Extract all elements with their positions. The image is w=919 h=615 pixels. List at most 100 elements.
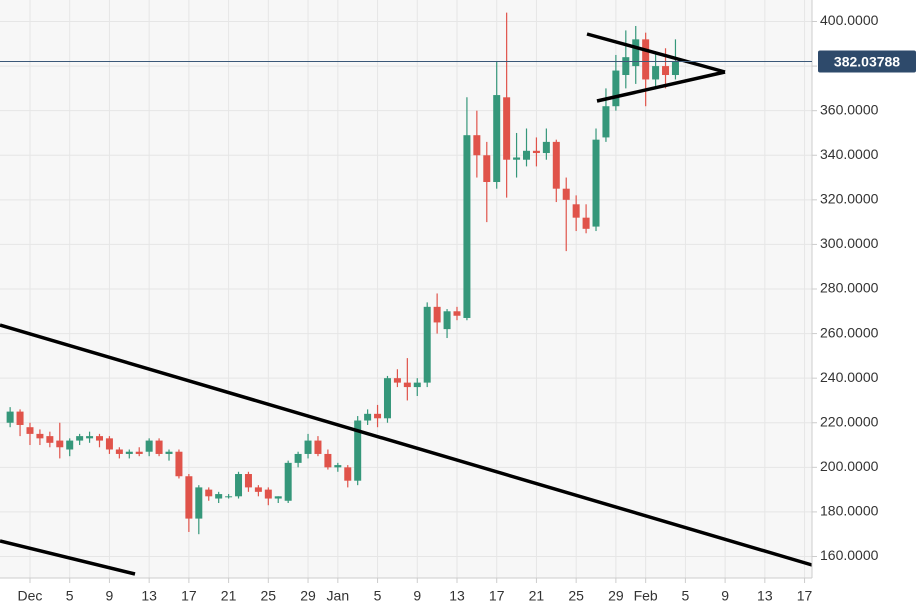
candle-body bbox=[284, 462, 292, 501]
x-tick-label: 29 bbox=[608, 588, 624, 604]
candle-body bbox=[334, 465, 342, 468]
candle-body bbox=[125, 451, 133, 454]
y-tick-label: 260.0000 bbox=[820, 324, 879, 340]
candle-body bbox=[393, 378, 401, 383]
x-tick-label: 9 bbox=[721, 588, 729, 604]
candle-body bbox=[294, 453, 302, 463]
candle-body bbox=[185, 476, 193, 519]
candle-body bbox=[453, 311, 461, 316]
candle-body bbox=[612, 70, 620, 107]
candle-body bbox=[532, 150, 540, 154]
candle-body bbox=[463, 135, 471, 318]
x-tick-label: Feb bbox=[634, 588, 658, 604]
candle-body bbox=[175, 451, 183, 477]
candle-body bbox=[562, 188, 570, 200]
x-tick-label: 9 bbox=[413, 588, 421, 604]
candle-body bbox=[433, 306, 441, 323]
candle-body bbox=[264, 489, 272, 499]
candle-body bbox=[145, 440, 153, 452]
triangle-line bbox=[596, 70, 726, 103]
candle-body bbox=[374, 413, 382, 419]
x-tick-label: 5 bbox=[66, 588, 74, 604]
y-tick-label: 400.0000 bbox=[820, 12, 879, 28]
candle-body bbox=[552, 141, 560, 189]
x-tick-label: 13 bbox=[757, 588, 773, 604]
candle-body bbox=[572, 204, 580, 218]
x-tick-label: Dec bbox=[18, 588, 43, 604]
y-tick-label: 320.0000 bbox=[820, 191, 879, 207]
candle-body bbox=[483, 155, 491, 183]
candle-body bbox=[16, 411, 24, 425]
triangle-line bbox=[586, 32, 726, 74]
candle-body bbox=[165, 451, 173, 454]
x-tick-label: 9 bbox=[106, 588, 114, 604]
grid bbox=[0, 0, 812, 578]
candle-body bbox=[225, 496, 233, 498]
x-tick-label: 21 bbox=[529, 588, 545, 604]
y-tick-label: 240.0000 bbox=[820, 369, 879, 385]
x-tick-label: 29 bbox=[300, 588, 316, 604]
candle-body bbox=[542, 141, 550, 154]
candle-body bbox=[354, 420, 362, 481]
candle-body bbox=[652, 66, 660, 80]
candle-body bbox=[443, 311, 451, 330]
candle-body bbox=[304, 440, 312, 454]
x-tick-label: 21 bbox=[221, 588, 237, 604]
trend-line bbox=[0, 323, 813, 567]
x-tick-label: 5 bbox=[681, 588, 689, 604]
candle-body bbox=[76, 436, 84, 441]
candle-body bbox=[403, 382, 411, 388]
drawings bbox=[0, 32, 813, 576]
candle-body bbox=[493, 95, 501, 183]
candles bbox=[6, 12, 679, 535]
candle-body bbox=[413, 382, 421, 388]
candle-body bbox=[6, 411, 14, 423]
candle-body bbox=[383, 378, 391, 419]
candle-body bbox=[642, 39, 650, 80]
x-tick-label: 17 bbox=[489, 588, 505, 604]
candle-body bbox=[155, 440, 163, 454]
candle-body bbox=[86, 436, 94, 439]
x-tick-label: 25 bbox=[568, 588, 584, 604]
last-price-label: 382.03788 bbox=[834, 53, 900, 69]
candle-body bbox=[582, 217, 590, 229]
candle-body bbox=[274, 496, 282, 499]
last-price-box bbox=[818, 50, 916, 73]
y-tick-label: 280.0000 bbox=[820, 280, 879, 296]
candle-body bbox=[46, 436, 54, 443]
candle-body bbox=[105, 438, 113, 450]
candle-body bbox=[115, 449, 123, 454]
y-tick-label: 180.0000 bbox=[820, 503, 879, 519]
candle-body bbox=[205, 489, 213, 497]
candle-body bbox=[622, 57, 630, 76]
candle-body bbox=[324, 453, 332, 468]
candle-body bbox=[244, 474, 252, 488]
candle-body bbox=[56, 440, 64, 448]
x-tick-label: 25 bbox=[261, 588, 277, 604]
candle-body bbox=[135, 451, 143, 454]
candle-body bbox=[513, 157, 521, 160]
x-tick-label: 13 bbox=[141, 588, 157, 604]
y-tick-label: 300.0000 bbox=[820, 235, 879, 251]
y-tick-label: 200.0000 bbox=[820, 458, 879, 474]
candle-body bbox=[364, 413, 372, 421]
candle-body bbox=[215, 494, 223, 499]
x-tick-label: 13 bbox=[449, 588, 465, 604]
candle-body bbox=[314, 440, 322, 454]
x-tick-label: Jan bbox=[327, 588, 350, 604]
candle-body bbox=[592, 139, 600, 227]
candle-body bbox=[423, 306, 431, 383]
candle-body bbox=[503, 97, 511, 160]
candle-body bbox=[662, 66, 670, 76]
candle-body bbox=[66, 440, 74, 450]
candle-body bbox=[344, 467, 352, 481]
candle-body bbox=[602, 106, 610, 138]
y-tick-label: 160.0000 bbox=[820, 547, 879, 563]
y-tick-label: 340.0000 bbox=[820, 146, 879, 162]
candle-body bbox=[195, 487, 203, 519]
candle-body bbox=[473, 135, 481, 156]
candle-body bbox=[96, 436, 104, 441]
y-tick-label: 360.0000 bbox=[820, 101, 879, 117]
candle-body bbox=[235, 474, 243, 497]
